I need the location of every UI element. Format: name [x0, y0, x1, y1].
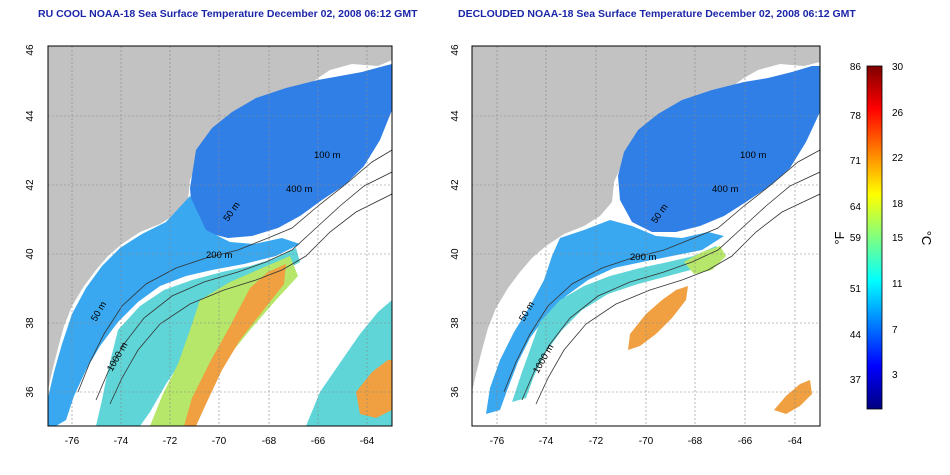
fahrenheit-label: °F — [832, 231, 847, 244]
bathy-label: 400 m — [286, 184, 312, 195]
f-tick: 51 — [850, 284, 862, 295]
lat-tick: 46 — [450, 44, 461, 56]
lon-tick: -66 — [311, 436, 326, 447]
map-title-right: DECLOUDED NOAA-18 Sea Surface Temperatur… — [458, 8, 856, 20]
lat-tick: 38 — [25, 317, 36, 329]
lon-tick: -70 — [212, 436, 227, 447]
bathy-contour-200m — [95, 171, 392, 401]
lon-axis-left: -76 -74 -72 -70 -68 -66 -64 — [65, 436, 375, 447]
lon-tick: -64 — [360, 436, 375, 447]
map-grid-right — [472, 46, 820, 426]
sst-gulf-stream — [184, 264, 286, 426]
sst-gulf-stream — [628, 286, 688, 350]
land-mass — [48, 46, 392, 390]
lat-tick: 42 — [25, 179, 36, 191]
c-tick: 18 — [892, 199, 904, 210]
c-tick: 3 — [892, 370, 898, 381]
lat-tick: 38 — [450, 317, 461, 329]
colorbar-celsius-ticks: 30 26 22 18 15 11 7 3 — [892, 62, 904, 381]
map-grid-left — [48, 46, 392, 426]
lat-axis-left: 46 44 42 40 38 36 — [25, 44, 36, 398]
c-tick: 22 — [892, 153, 904, 164]
c-tick: 26 — [892, 108, 904, 119]
sst-gulf-of-maine — [190, 64, 392, 238]
sst-offshore-warm — [356, 360, 392, 418]
f-tick: 86 — [850, 62, 862, 73]
lat-tick: 44 — [450, 110, 461, 122]
lat-tick: 44 — [25, 110, 36, 122]
lon-tick: -72 — [163, 436, 178, 447]
lat-axis-right: 46 44 42 40 38 36 — [450, 44, 461, 398]
sst-shelf-cool — [486, 220, 724, 414]
lon-tick: -72 — [589, 436, 604, 447]
c-tick: 30 — [892, 62, 904, 73]
lat-tick: 42 — [450, 179, 461, 191]
c-tick: 7 — [892, 325, 898, 336]
lon-tick: -74 — [114, 436, 129, 447]
lat-tick: 40 — [450, 248, 461, 260]
celsius-label: °C — [919, 231, 934, 246]
sst-shelf-cool — [48, 196, 300, 426]
lon-tick: -68 — [688, 436, 703, 447]
bathy-contour-1000m — [109, 193, 392, 405]
f-tick: 44 — [850, 330, 862, 341]
map-title-left: RU COOL NOAA-18 Sea Surface Temperature … — [38, 8, 418, 20]
lon-tick: -76 — [65, 436, 80, 447]
lon-tick: -70 — [639, 436, 654, 447]
sst-slope-warm — [684, 246, 726, 274]
f-tick: 78 — [850, 111, 862, 122]
lon-tick: -74 — [539, 436, 554, 447]
lat-tick: 46 — [25, 44, 36, 56]
f-tick: 59 — [850, 233, 862, 244]
sst-offshore-warm — [774, 380, 812, 414]
lat-tick: 36 — [450, 386, 461, 398]
lon-axis-right: -76 -74 -72 -70 -68 -66 -64 — [490, 436, 803, 447]
c-tick: 11 — [892, 279, 903, 290]
f-tick: 71 — [850, 156, 862, 167]
f-tick: 37 — [850, 375, 862, 386]
lat-tick: 36 — [25, 386, 36, 398]
lon-tick: -64 — [788, 436, 803, 447]
c-tick: 15 — [892, 233, 904, 244]
bathy-contour-200m — [521, 171, 820, 401]
bathy-label: 200 m — [206, 250, 232, 261]
bathy-label: 100 m — [314, 150, 340, 161]
bathy-contour-1000m — [535, 193, 820, 405]
bathy-label: 400 m — [712, 184, 738, 195]
lat-tick: 40 — [25, 248, 36, 260]
sst-gulf-of-maine — [618, 66, 820, 232]
f-tick: 64 — [850, 202, 862, 213]
map-panel-right: 100 m 400 m 50 m 200 m 50 m 1000 m 46 44… — [450, 44, 821, 447]
bathy-label: 100 m — [740, 150, 766, 161]
temperature-colorbar: 86 78 71 64 59 51 44 37 30 26 22 18 15 1… — [832, 62, 934, 410]
lon-tick: -68 — [262, 436, 277, 447]
land-mass — [472, 46, 820, 392]
bathy-label: 200 m — [630, 252, 656, 263]
lon-tick: -66 — [738, 436, 753, 447]
map-panel-left: 100 m 400 m 50 m 200 m 50 m 1000 m 46 44… — [25, 44, 393, 447]
lon-tick: -76 — [490, 436, 505, 447]
colorbar-fahrenheit-ticks: 86 78 71 64 59 51 44 37 — [850, 62, 862, 386]
